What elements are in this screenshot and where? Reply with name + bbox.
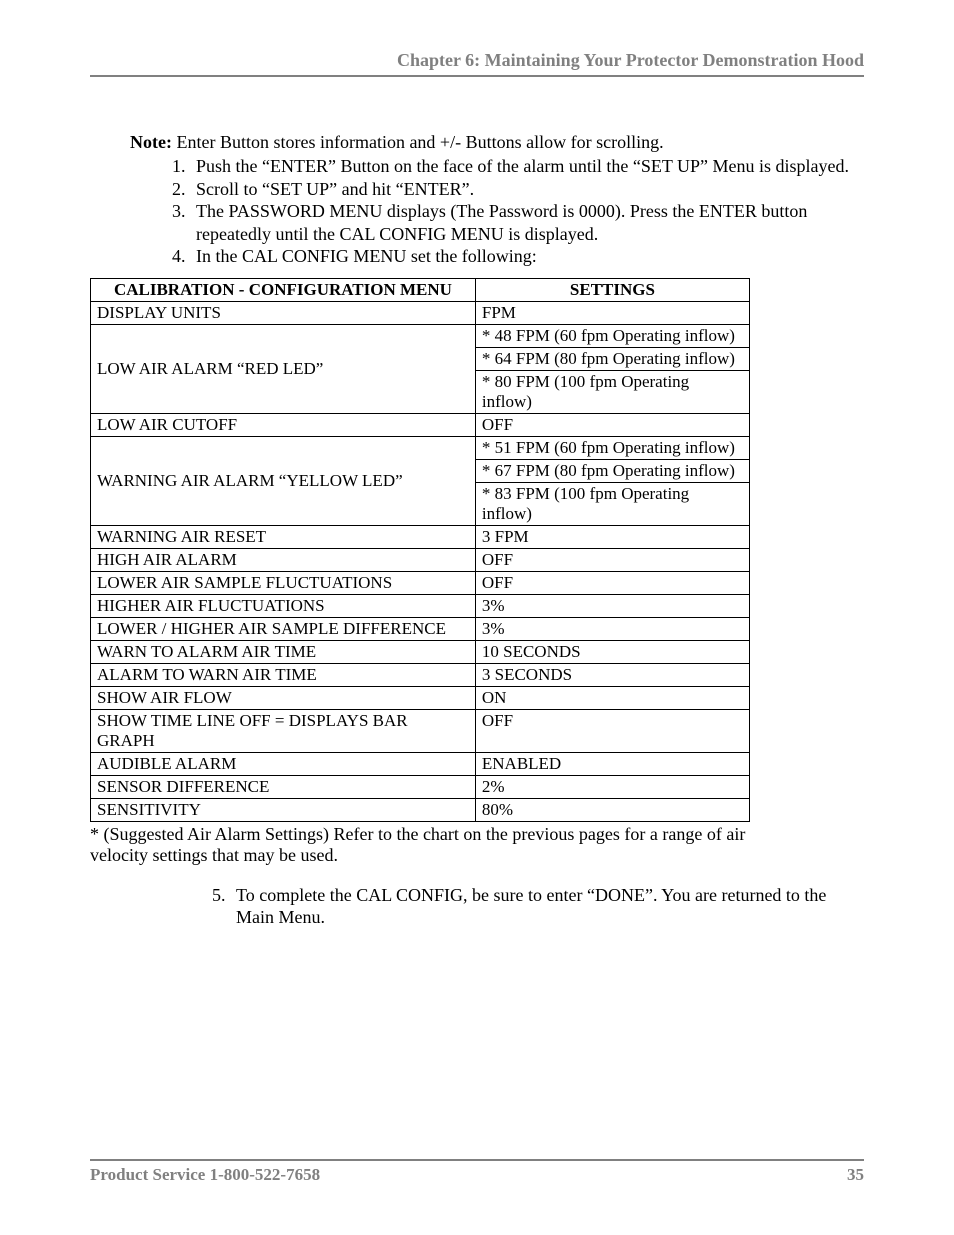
page-footer: Product Service 1-800-522-7658 35 — [90, 1159, 864, 1185]
table-cell-setting: FPM — [475, 301, 749, 324]
table-row: ALARM TO WARN AIR TIME3 SECONDS — [91, 663, 750, 686]
steps-list: Push the “ENTER” Button on the face of t… — [130, 155, 864, 268]
table-cell-setting: OFF — [475, 548, 749, 571]
table-cell-label: SHOW TIME LINE OFF = DISPLAYS BAR GRAPH — [91, 709, 476, 752]
table-cell-setting: OFF — [475, 571, 749, 594]
table-header-left: CALIBRATION - CONFIGURATION MENU — [91, 278, 476, 301]
table-row: HIGH AIR ALARMOFF — [91, 548, 750, 571]
table-cell-setting: 80% — [475, 798, 749, 821]
table-cell-setting: * 48 FPM (60 fpm Operating inflow) — [475, 324, 749, 347]
table-row: LOWER / HIGHER AIR SAMPLE DIFFERENCE3% — [91, 617, 750, 640]
table-cell-label: WARNING AIR ALARM “YELLOW LED” — [91, 436, 476, 525]
table-row: SHOW AIR FLOWON — [91, 686, 750, 709]
table-cell-label: SENSITIVITY — [91, 798, 476, 821]
table-cell-label: LOW AIR CUTOFF — [91, 413, 476, 436]
table-cell-label: LOWER AIR SAMPLE FLUCTUATIONS — [91, 571, 476, 594]
step-item: The PASSWORD MENU displays (The Password… — [190, 200, 864, 245]
table-cell-setting: 2% — [475, 775, 749, 798]
table-cell-label: SENSOR DIFFERENCE — [91, 775, 476, 798]
table-cell-setting: ENABLED — [475, 752, 749, 775]
content-block: Note: Enter Button stores information an… — [130, 132, 864, 268]
table-cell-setting: * 64 FPM (80 fpm Operating inflow) — [475, 347, 749, 370]
table-cell-label: LOW AIR ALARM “RED LED” — [91, 324, 476, 413]
table-cell-setting: 3% — [475, 594, 749, 617]
step-item: In the CAL CONFIG MENU set the following… — [190, 245, 864, 268]
table-cell-label: HIGH AIR ALARM — [91, 548, 476, 571]
table-cell-setting: OFF — [475, 413, 749, 436]
table-cell-label: LOWER / HIGHER AIR SAMPLE DIFFERENCE — [91, 617, 476, 640]
table-row: LOW AIR ALARM “RED LED”* 48 FPM (60 fpm … — [91, 324, 750, 347]
table-cell-setting: * 83 FPM (100 fpm Operating inflow) — [475, 482, 749, 525]
table-cell-setting: 3 FPM — [475, 525, 749, 548]
page: Chapter 6: Maintaining Your Protector De… — [0, 0, 954, 1235]
table-cell-setting: OFF — [475, 709, 749, 752]
table-cell-label: HIGHER AIR FLUCTUATIONS — [91, 594, 476, 617]
table-cell-label: WARNING AIR RESET — [91, 525, 476, 548]
steps-list-cont: To complete the CAL CONFIG, be sure to e… — [130, 884, 864, 929]
table-cell-setting: * 67 FPM (80 fpm Operating inflow) — [475, 459, 749, 482]
note-label: Note: — [130, 132, 172, 152]
table-footnote: * (Suggested Air Alarm Settings) Refer t… — [90, 824, 750, 866]
table-cell-setting: 3 SECONDS — [475, 663, 749, 686]
note-line: Note: Enter Button stores information an… — [130, 132, 864, 153]
calibration-table: CALIBRATION - CONFIGURATION MENU SETTING… — [90, 278, 750, 822]
table-cell-setting: * 51 FPM (60 fpm Operating inflow) — [475, 436, 749, 459]
table-row: SENSITIVITY80% — [91, 798, 750, 821]
table-cell-setting: * 80 FPM (100 fpm Operating inflow) — [475, 370, 749, 413]
table-cell-label: AUDIBLE ALARM — [91, 752, 476, 775]
table-row: LOWER AIR SAMPLE FLUCTUATIONSOFF — [91, 571, 750, 594]
table-row: LOW AIR CUTOFFOFF — [91, 413, 750, 436]
table-cell-label: WARN TO ALARM AIR TIME — [91, 640, 476, 663]
table-cell-setting: ON — [475, 686, 749, 709]
table-header-right: SETTINGS — [475, 278, 749, 301]
note-text: Enter Button stores information and +/- … — [176, 132, 663, 152]
table-row: WARNING AIR ALARM “YELLOW LED”* 51 FPM (… — [91, 436, 750, 459]
table-row: AUDIBLE ALARMENABLED — [91, 752, 750, 775]
footer-page-number: 35 — [847, 1165, 864, 1185]
table-row: HIGHER AIR FLUCTUATIONS3% — [91, 594, 750, 617]
table-row: DISPLAY UNITSFPM — [91, 301, 750, 324]
table-cell-label: ALARM TO WARN AIR TIME — [91, 663, 476, 686]
table-row: WARN TO ALARM AIR TIME10 SECONDS — [91, 640, 750, 663]
footer-service: Product Service 1-800-522-7658 — [90, 1165, 320, 1185]
continued-steps: To complete the CAL CONFIG, be sure to e… — [130, 884, 864, 929]
chapter-header: Chapter 6: Maintaining Your Protector De… — [90, 50, 864, 77]
table-cell-label: SHOW AIR FLOW — [91, 686, 476, 709]
table-cell-setting: 10 SECONDS — [475, 640, 749, 663]
step-item: Push the “ENTER” Button on the face of t… — [190, 155, 864, 178]
table-row: SENSOR DIFFERENCE2% — [91, 775, 750, 798]
step-item: To complete the CAL CONFIG, be sure to e… — [230, 884, 864, 929]
table-header-row: CALIBRATION - CONFIGURATION MENU SETTING… — [91, 278, 750, 301]
step-item: Scroll to “SET UP” and hit “ENTER”. — [190, 178, 864, 201]
table-cell-label: DISPLAY UNITS — [91, 301, 476, 324]
table-cell-setting: 3% — [475, 617, 749, 640]
table-row: SHOW TIME LINE OFF = DISPLAYS BAR GRAPHO… — [91, 709, 750, 752]
table-row: WARNING AIR RESET3 FPM — [91, 525, 750, 548]
